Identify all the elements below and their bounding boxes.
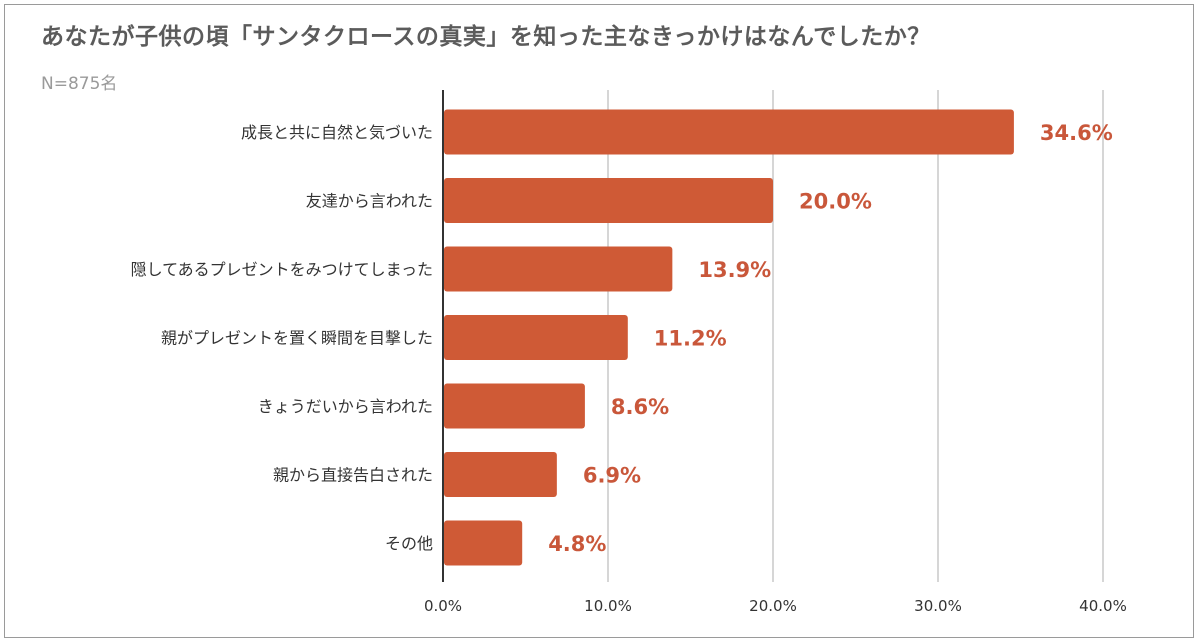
category-labels: 成長と共に自然と気づいた友達から言われた隠してあるプレゼントをみつけてしまった親… bbox=[131, 123, 433, 553]
tick-label: 40.0% bbox=[1079, 597, 1127, 615]
category-label: 隠してあるプレゼントをみつけてしまった bbox=[131, 260, 433, 279]
category-label: 成長と共に自然と気づいた bbox=[241, 123, 433, 142]
category-label: きょうだいから言われた bbox=[258, 397, 433, 416]
value-label: 4.8% bbox=[548, 532, 606, 556]
bar bbox=[444, 315, 628, 360]
bar bbox=[444, 178, 773, 223]
bar bbox=[444, 452, 557, 497]
category-label: 友達から言われた bbox=[306, 192, 433, 211]
bars bbox=[444, 109, 1014, 566]
value-label: 11.2% bbox=[654, 327, 727, 351]
tick-label: 20.0% bbox=[749, 597, 797, 615]
bar bbox=[444, 246, 673, 292]
tick-label: 30.0% bbox=[914, 597, 962, 615]
value-label: 20.0% bbox=[799, 190, 872, 214]
category-label: 親から直接告白された bbox=[273, 466, 433, 485]
chart-subtitle: N=875名 bbox=[41, 74, 118, 94]
value-label: 34.6% bbox=[1040, 121, 1113, 145]
category-label: その他 bbox=[385, 534, 433, 553]
grid-lines bbox=[607, 90, 1104, 582]
category-label: 親がプレゼントを置く瞬間を目撃した bbox=[161, 329, 433, 348]
tick-label: 0.0% bbox=[424, 597, 462, 615]
bar bbox=[444, 109, 1014, 155]
tick-label: 10.0% bbox=[584, 597, 632, 615]
bar bbox=[444, 520, 523, 566]
tick-labels: 0.0% 10.0% 20.0% 30.0% 40.0% bbox=[424, 597, 1127, 615]
chart-title: あなたが子供の頃「サンタクロースの真実」を知った主なきっかけはなんでしたか？ bbox=[41, 24, 931, 50]
value-labels: 34.6% 20.0% 13.9% 11.2% 8.6% 6.9% 4.8% bbox=[548, 121, 1113, 556]
bar bbox=[444, 383, 585, 429]
value-label: 13.9% bbox=[698, 258, 771, 282]
value-label: 8.6% bbox=[611, 395, 669, 419]
value-label: 6.9% bbox=[583, 464, 641, 488]
